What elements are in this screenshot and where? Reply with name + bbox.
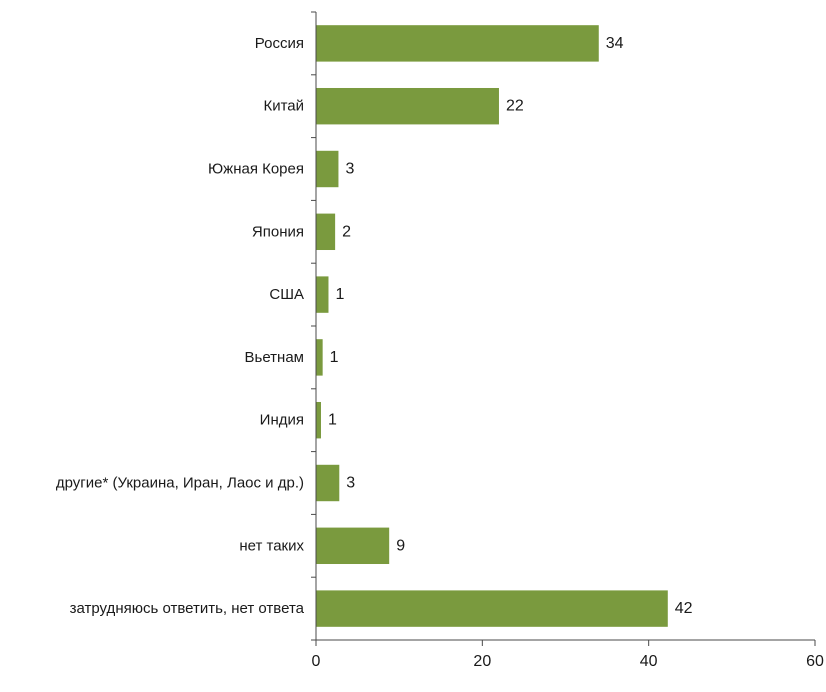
data-label-8: 9 (396, 537, 405, 554)
data-labels: 34 22 3 2 1 1 1 3 9 42 (328, 35, 693, 617)
bar-0 (316, 25, 599, 62)
bar-5 (316, 339, 323, 376)
category-labels: Россия Китай Южная Корея Япония США Вьетнам Ин… (56, 35, 305, 617)
data-label-7: 3 (346, 475, 355, 492)
bar-9 (316, 590, 668, 627)
category-label-0: Россия (255, 35, 304, 52)
x-tick-label-2: 40 (640, 653, 658, 670)
axes (311, 11, 815, 641)
category-label-2: Южная Корея (208, 161, 304, 178)
data-label-4: 1 (335, 286, 344, 303)
bar-2 (316, 150, 339, 188)
x-tick-label-1: 20 (473, 653, 491, 670)
category-label-6: Индия (260, 412, 304, 429)
data-label-3: 2 (342, 223, 351, 240)
bar-8 (316, 527, 390, 565)
data-label-2: 3 (345, 161, 354, 178)
bar-6 (316, 401, 321, 439)
x-tick-label-3: 60 (806, 653, 824, 670)
category-label-4: США (269, 286, 304, 303)
data-label-1: 22 (506, 98, 524, 115)
data-label-6: 1 (328, 412, 337, 429)
category-label-1: Китай (263, 98, 304, 115)
x-axis-ticks: 0 20 40 60 (312, 640, 824, 670)
bar-4 (316, 276, 329, 313)
x-tick-label-0: 0 (312, 653, 321, 670)
data-label-9: 42 (675, 600, 693, 617)
category-label-8: нет таких (239, 537, 304, 554)
bar-3 (316, 213, 336, 251)
bar-7 (316, 464, 340, 502)
category-label-5: Вьетнам (245, 349, 304, 366)
category-label-9: затрудняюсь ответить, нет ответа (70, 600, 305, 617)
data-label-5: 1 (330, 349, 339, 366)
category-label-3: Япония (252, 223, 304, 240)
bar-1 (316, 87, 499, 125)
data-label-0: 34 (606, 35, 624, 52)
category-label-7: другие* (Украина, Иран, Лаос и др.) (56, 475, 304, 492)
bars-layer (316, 25, 668, 627)
